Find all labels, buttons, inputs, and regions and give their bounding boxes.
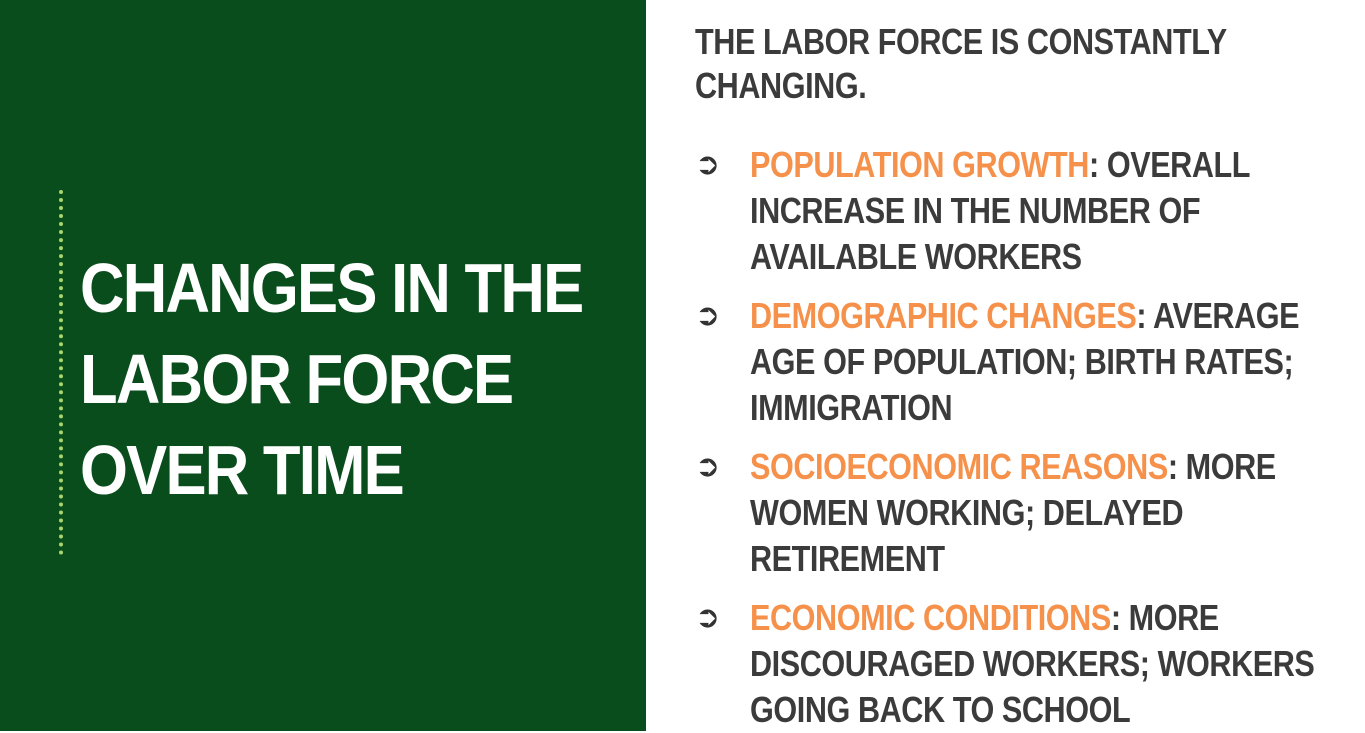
slide-title: CHANGES IN THE LABOR FORCE OVER TIME xyxy=(80,243,584,516)
bullet-desc: : OVERALL xyxy=(1088,144,1251,185)
bullet-term: ECONOMIC CONDITIONS xyxy=(750,597,1111,638)
bullet-text: ECONOMIC CONDITIONS: MORE DISCOURAGED WO… xyxy=(750,595,1362,733)
title-panel: CHANGES IN THE LABOR FORCE OVER TIME xyxy=(0,0,646,731)
bullet-term: DEMOGRAPHIC CHANGES xyxy=(750,295,1137,336)
circled-arrow-icon: ➲ xyxy=(695,601,721,634)
title-line: OVER TIME xyxy=(80,431,405,509)
bullet-desc: : MORE xyxy=(1110,597,1219,638)
bullet-desc-line: RETIREMENT xyxy=(750,538,945,579)
bullet-text: SOCIOECONOMIC REASONS: MORE WOMEN WORKIN… xyxy=(750,444,1362,582)
bullet-desc-line: AVAILABLE WORKERS xyxy=(750,236,1082,277)
bullet-term: SOCIOECONOMIC REASONS xyxy=(750,446,1168,487)
title-line: CHANGES IN THE xyxy=(80,249,584,327)
bullet-desc-line: DISCOURAGED WORKERS; WORKERS xyxy=(750,643,1315,684)
bullet-desc-line: AGE OF POPULATION; BIRTH RATES; xyxy=(750,341,1294,382)
intro-line: THE LABOR FORCE IS CONSTANTLY xyxy=(695,21,1227,62)
bullet-desc-line: IMMIGRATION xyxy=(750,387,953,428)
intro-text: THE LABOR FORCE IS CONSTANTLY CHANGING. xyxy=(695,20,1239,108)
title-line: LABOR FORCE xyxy=(80,340,514,418)
bullet-desc: : AVERAGE xyxy=(1136,295,1300,336)
bullet-desc-line: INCREASE IN THE NUMBER OF xyxy=(750,190,1201,231)
dotted-accent-rule xyxy=(59,190,63,555)
circled-arrow-icon: ➲ xyxy=(695,450,721,483)
content-panel: THE LABOR FORCE IS CONSTANTLY CHANGING. … xyxy=(646,0,1365,731)
circled-arrow-icon: ➲ xyxy=(695,148,721,181)
intro-line: CHANGING. xyxy=(695,65,867,106)
bullet-desc: : MORE xyxy=(1167,446,1276,487)
bullet-text: POPULATION GROWTH: OVERALL INCREASE IN T… xyxy=(750,142,1362,280)
bullet-desc-line: GOING BACK TO SCHOOL xyxy=(750,689,1131,730)
circled-arrow-icon: ➲ xyxy=(695,299,721,332)
bullet-desc-line: WOMEN WORKING; DELAYED xyxy=(750,492,1184,533)
bullet-term: POPULATION GROWTH xyxy=(750,144,1089,185)
bullet-text: DEMOGRAPHIC CHANGES: AVERAGE AGE OF POPU… xyxy=(750,293,1362,431)
